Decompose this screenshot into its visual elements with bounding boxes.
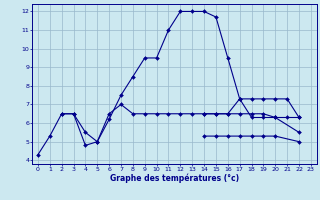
X-axis label: Graphe des températures (°c): Graphe des températures (°c) — [110, 173, 239, 183]
